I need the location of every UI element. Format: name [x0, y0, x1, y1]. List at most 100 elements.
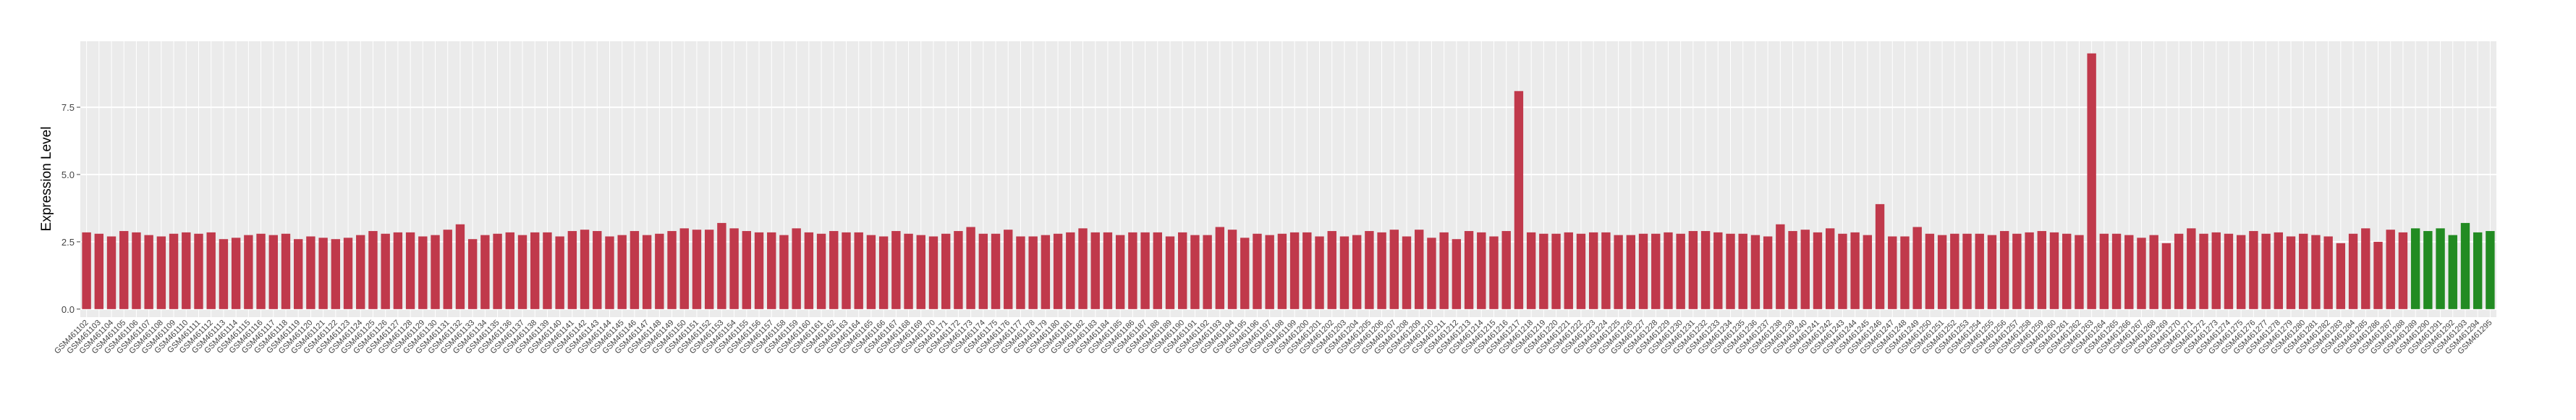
bar — [119, 231, 129, 309]
bar — [2137, 238, 2146, 309]
bar — [505, 232, 514, 309]
bar — [617, 235, 627, 309]
bar — [916, 235, 925, 309]
bar — [106, 236, 116, 309]
bar — [1912, 227, 1922, 309]
bar — [1937, 235, 1947, 309]
bar — [1464, 231, 1474, 309]
bar — [630, 231, 640, 309]
bar — [1950, 233, 1959, 309]
bar — [1427, 238, 1436, 309]
bar — [2460, 222, 2470, 309]
bar — [593, 231, 602, 309]
bar — [356, 235, 365, 309]
bar — [244, 235, 253, 309]
bar — [467, 239, 478, 309]
bar — [156, 236, 166, 309]
bar — [580, 230, 590, 309]
bar — [343, 238, 353, 309]
bar — [567, 231, 577, 309]
bar — [667, 231, 677, 309]
bar — [1090, 232, 1100, 309]
bar — [1365, 231, 1374, 309]
bar — [779, 235, 789, 309]
bar — [169, 233, 179, 309]
bar — [1838, 233, 1847, 309]
bar — [1452, 239, 1462, 309]
bar — [2423, 231, 2433, 309]
bar — [1315, 236, 1324, 309]
bar — [679, 228, 689, 309]
bar — [405, 232, 415, 309]
bar — [543, 232, 552, 309]
bar — [2124, 235, 2134, 309]
bar — [2149, 235, 2158, 309]
bar — [991, 233, 1001, 309]
bar — [1987, 235, 1997, 309]
bar — [767, 232, 776, 309]
bar — [2062, 233, 2072, 309]
bar — [1016, 236, 1025, 309]
bar — [2249, 231, 2258, 309]
bar — [1588, 232, 1598, 309]
bar — [1501, 231, 1511, 309]
bar — [1763, 236, 1773, 309]
bar — [331, 239, 341, 309]
bar — [2012, 233, 2022, 309]
bar — [1776, 224, 1785, 309]
bar — [2361, 228, 2370, 309]
bar — [1153, 232, 1162, 309]
bar — [1514, 91, 1524, 309]
bar — [206, 232, 216, 309]
bar — [1415, 230, 1424, 309]
bar — [1726, 233, 1735, 309]
bar — [1900, 236, 1910, 309]
bar — [966, 227, 975, 309]
bar — [2373, 241, 2383, 309]
bar — [2025, 232, 2034, 309]
bar — [1975, 233, 1984, 309]
bar — [281, 233, 291, 309]
bar — [1576, 233, 1586, 309]
bar — [2398, 232, 2408, 309]
bar — [368, 231, 378, 309]
bar — [792, 228, 801, 309]
bar — [928, 236, 939, 309]
bar — [2174, 233, 2184, 309]
panel — [80, 41, 2496, 317]
bar — [393, 232, 403, 309]
bar — [704, 230, 714, 309]
bar — [2436, 228, 2445, 309]
bar — [816, 233, 826, 309]
bar — [1638, 233, 1648, 309]
bar — [1190, 235, 1200, 309]
bar — [2236, 235, 2246, 309]
bar — [2261, 233, 2271, 309]
bar — [878, 236, 889, 309]
bar — [2049, 232, 2059, 309]
bar — [480, 235, 490, 309]
bar — [2473, 232, 2483, 309]
bar — [1115, 235, 1125, 309]
bar — [1128, 232, 1137, 309]
bar — [1813, 232, 1823, 309]
bar — [2111, 233, 2122, 309]
bar — [1850, 232, 1860, 309]
bar — [692, 230, 702, 309]
bar — [717, 222, 726, 309]
bar — [2037, 231, 2046, 309]
bar — [954, 231, 963, 309]
bar — [294, 239, 303, 309]
bar — [1626, 235, 1636, 309]
bar — [418, 236, 428, 309]
y-tick-label: 2.5 — [62, 237, 75, 248]
bar — [82, 232, 91, 309]
bar — [381, 233, 390, 309]
bar — [2348, 233, 2358, 309]
bar — [1614, 235, 1623, 309]
bar — [978, 233, 988, 309]
bar — [2323, 236, 2333, 309]
bar — [517, 235, 528, 309]
bar — [2161, 243, 2172, 309]
